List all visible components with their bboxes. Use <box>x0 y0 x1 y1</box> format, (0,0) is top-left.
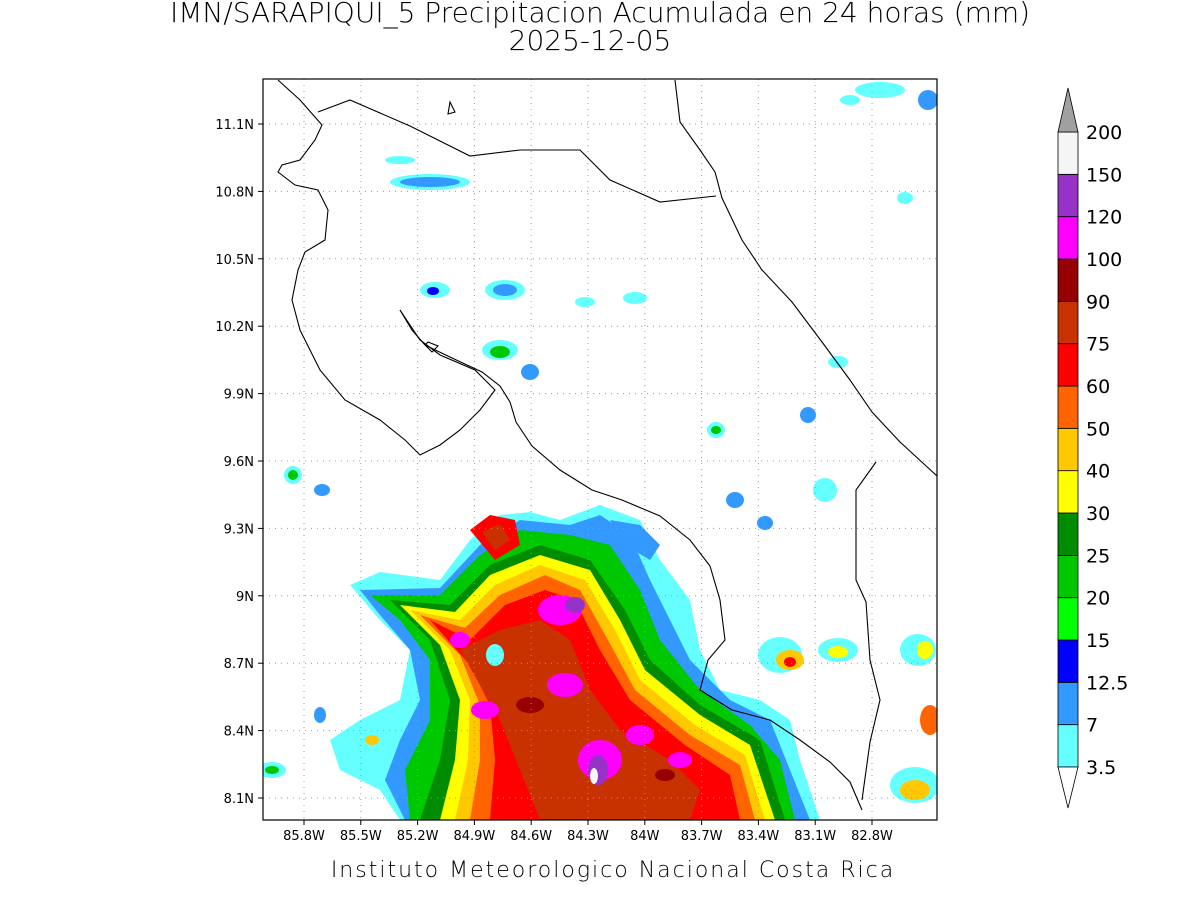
lat-label: 8.1N <box>224 792 254 807</box>
colorbar-under <box>1057 766 1079 809</box>
colorbar-segment <box>1057 512 1079 556</box>
colorbar-label: 15 <box>1086 630 1110 652</box>
axis-labels: 11.1N 10.8N 10.5N 10.2N 9.9N 9.6N 9.3N 9N 8.7N 8.… <box>215 118 893 844</box>
colorbar-label: 200 <box>1086 122 1122 144</box>
lon-label: 85.2W <box>397 829 439 844</box>
lon-label: 84.9W <box>453 829 495 844</box>
colorbar-segment <box>1057 724 1079 768</box>
colorbar-label: 90 <box>1086 291 1110 313</box>
lat-label: 9N <box>236 590 254 605</box>
lat-label: 9.6N <box>224 455 254 470</box>
coastline <box>277 79 937 811</box>
lat-label: 8.4N <box>224 725 254 740</box>
lat-label: 9.9N <box>224 388 254 403</box>
colorbar-segment <box>1057 216 1079 260</box>
colorbar-segment <box>1057 427 1079 472</box>
colorbar-label: 100 <box>1086 249 1122 271</box>
date: 2025-12-05 <box>509 24 672 57</box>
colorbar-label: 7 <box>1086 715 1098 737</box>
lat-label: 10.2N <box>215 320 254 335</box>
colorbar-segment <box>1057 385 1079 429</box>
lon-label: 83.4W <box>737 829 779 844</box>
colorbar-label: 30 <box>1086 503 1110 525</box>
footer: Instituto Meteorologico Nacional Costa R… <box>331 858 895 883</box>
title: IMN/SARAPIQUI_5 Precipitacion Acumulada … <box>170 0 1030 30</box>
graticule <box>263 79 937 820</box>
colorbar-label: 50 <box>1086 418 1110 440</box>
colorbar-segment <box>1057 639 1079 683</box>
lat-label: 8.7N <box>224 657 254 672</box>
colorbar-label: 20 <box>1086 588 1110 610</box>
lon-label: 84W <box>630 829 660 844</box>
colorbar-segment <box>1057 597 1079 641</box>
lon-label: 83.7W <box>681 829 723 844</box>
lat-label: 10.8N <box>215 185 254 200</box>
colorbar-segment <box>1057 258 1079 302</box>
lon-label: 85.8W <box>283 829 325 844</box>
colorbar: 3.5 7 12.5 15 20 25 30 40 50 60 75 90 100 120 150 200 <box>1057 87 1128 809</box>
lon-label: 82.8W <box>851 829 893 844</box>
colorbar-label: 120 <box>1086 207 1122 229</box>
colorbar-segment <box>1057 554 1079 599</box>
colorbar-over <box>1057 87 1079 133</box>
colorbar-segment <box>1057 681 1079 726</box>
colorbar-segment <box>1057 300 1079 345</box>
map-area <box>263 79 937 820</box>
lon-label: 83.1W <box>794 829 836 844</box>
colorbar-segment <box>1057 131 1079 175</box>
colorbar-segment <box>1057 470 1079 514</box>
colorbar-label: 40 <box>1086 461 1110 483</box>
colorbar-label: 60 <box>1086 376 1110 398</box>
lon-label: 84.3W <box>567 829 609 844</box>
lat-label: 10.5N <box>215 253 254 268</box>
lon-label: 85.5W <box>340 829 382 844</box>
colorbar-label: 75 <box>1086 334 1110 356</box>
colorbar-segment <box>1057 343 1079 387</box>
lat-label: 11.1N <box>215 118 254 133</box>
precipitation-field <box>263 82 937 820</box>
colorbar-label: 150 <box>1086 164 1122 186</box>
colorbar-label: 3.5 <box>1086 757 1116 779</box>
colorbar-label: 12.5 <box>1086 672 1128 694</box>
lat-label: 9.3N <box>224 522 254 537</box>
colorbar-segment <box>1057 173 1079 218</box>
lon-label: 84.6W <box>510 829 552 844</box>
map-frame <box>262 78 938 821</box>
colorbar-label: 25 <box>1086 545 1110 567</box>
